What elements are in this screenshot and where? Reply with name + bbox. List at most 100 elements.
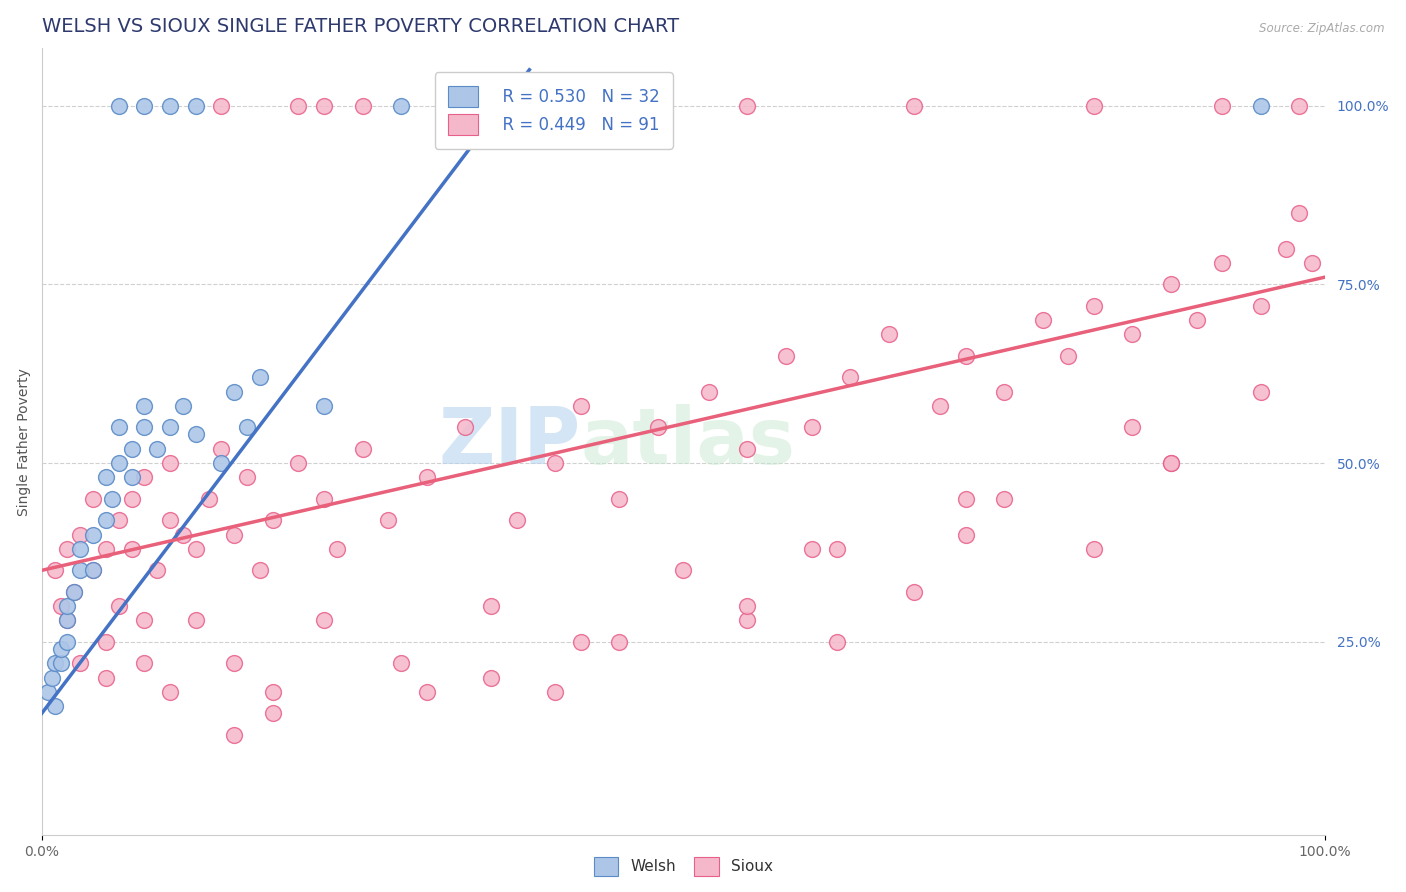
Point bbox=[1160, 456, 1182, 470]
Point bbox=[1121, 327, 1143, 342]
Point bbox=[82, 563, 104, 577]
Point bbox=[312, 399, 335, 413]
Point bbox=[121, 491, 143, 506]
Point bbox=[839, 370, 862, 384]
Point bbox=[134, 470, 156, 484]
Point bbox=[159, 456, 181, 470]
Point bbox=[159, 685, 181, 699]
Point bbox=[184, 427, 207, 442]
Point bbox=[262, 685, 284, 699]
Point bbox=[146, 563, 169, 577]
Point bbox=[159, 513, 181, 527]
Point bbox=[312, 98, 335, 112]
Point bbox=[312, 613, 335, 627]
Point bbox=[569, 399, 592, 413]
Point bbox=[94, 635, 117, 649]
Point bbox=[1121, 420, 1143, 434]
Point bbox=[1160, 456, 1182, 470]
Point bbox=[94, 513, 117, 527]
Point bbox=[1083, 541, 1105, 556]
Point bbox=[607, 635, 630, 649]
Point bbox=[352, 98, 374, 112]
Point bbox=[56, 613, 79, 627]
Point bbox=[44, 699, 66, 714]
Point bbox=[1057, 349, 1080, 363]
Point bbox=[955, 527, 977, 541]
Point bbox=[1250, 384, 1272, 399]
Point bbox=[134, 613, 156, 627]
Text: WELSH VS SIOUX SINGLE FATHER POVERTY CORRELATION CHART: WELSH VS SIOUX SINGLE FATHER POVERTY COR… bbox=[42, 17, 679, 36]
Point bbox=[224, 657, 246, 671]
Point bbox=[37, 685, 59, 699]
Point bbox=[107, 513, 129, 527]
Point bbox=[209, 98, 232, 112]
Point bbox=[672, 563, 695, 577]
Point bbox=[1250, 98, 1272, 112]
Point bbox=[505, 513, 527, 527]
Point bbox=[236, 420, 259, 434]
Point bbox=[56, 635, 79, 649]
Point bbox=[1185, 313, 1208, 327]
Point bbox=[82, 491, 104, 506]
Point bbox=[569, 635, 592, 649]
Point bbox=[41, 671, 63, 685]
Point bbox=[134, 399, 156, 413]
Point bbox=[737, 442, 759, 456]
Point bbox=[1032, 313, 1054, 327]
Point bbox=[69, 657, 91, 671]
Point bbox=[955, 491, 977, 506]
Legend: Welsh, Sioux: Welsh, Sioux bbox=[588, 850, 779, 882]
Point bbox=[415, 685, 437, 699]
Point bbox=[1211, 98, 1233, 112]
Point bbox=[993, 384, 1015, 399]
Text: ZIP: ZIP bbox=[439, 403, 581, 480]
Point bbox=[94, 541, 117, 556]
Point bbox=[1288, 206, 1310, 220]
Point bbox=[224, 728, 246, 742]
Point bbox=[287, 98, 309, 112]
Point bbox=[107, 420, 129, 434]
Point bbox=[326, 541, 349, 556]
Point bbox=[800, 541, 823, 556]
Point bbox=[479, 671, 502, 685]
Point bbox=[63, 584, 86, 599]
Text: atlas: atlas bbox=[581, 403, 796, 480]
Point bbox=[134, 98, 156, 112]
Point bbox=[1275, 242, 1298, 256]
Point bbox=[49, 642, 72, 657]
Point bbox=[1250, 299, 1272, 313]
Point bbox=[737, 599, 759, 613]
Point bbox=[56, 613, 79, 627]
Point bbox=[101, 491, 124, 506]
Point bbox=[146, 442, 169, 456]
Point bbox=[647, 420, 669, 434]
Point bbox=[1083, 98, 1105, 112]
Point bbox=[107, 599, 129, 613]
Point bbox=[69, 541, 91, 556]
Point bbox=[44, 563, 66, 577]
Point bbox=[737, 98, 759, 112]
Point bbox=[121, 442, 143, 456]
Point bbox=[56, 599, 79, 613]
Point bbox=[1288, 98, 1310, 112]
Point bbox=[121, 541, 143, 556]
Point bbox=[94, 671, 117, 685]
Point bbox=[49, 657, 72, 671]
Point bbox=[224, 384, 246, 399]
Point bbox=[172, 527, 194, 541]
Point bbox=[929, 399, 952, 413]
Point bbox=[697, 384, 720, 399]
Point bbox=[1301, 256, 1323, 270]
Point bbox=[249, 563, 271, 577]
Point bbox=[209, 442, 232, 456]
Point bbox=[800, 420, 823, 434]
Point bbox=[607, 491, 630, 506]
Point bbox=[94, 470, 117, 484]
Point bbox=[56, 541, 79, 556]
Point bbox=[236, 470, 259, 484]
Point bbox=[377, 513, 399, 527]
Point bbox=[827, 635, 849, 649]
Point bbox=[287, 456, 309, 470]
Point bbox=[903, 584, 925, 599]
Point bbox=[69, 563, 91, 577]
